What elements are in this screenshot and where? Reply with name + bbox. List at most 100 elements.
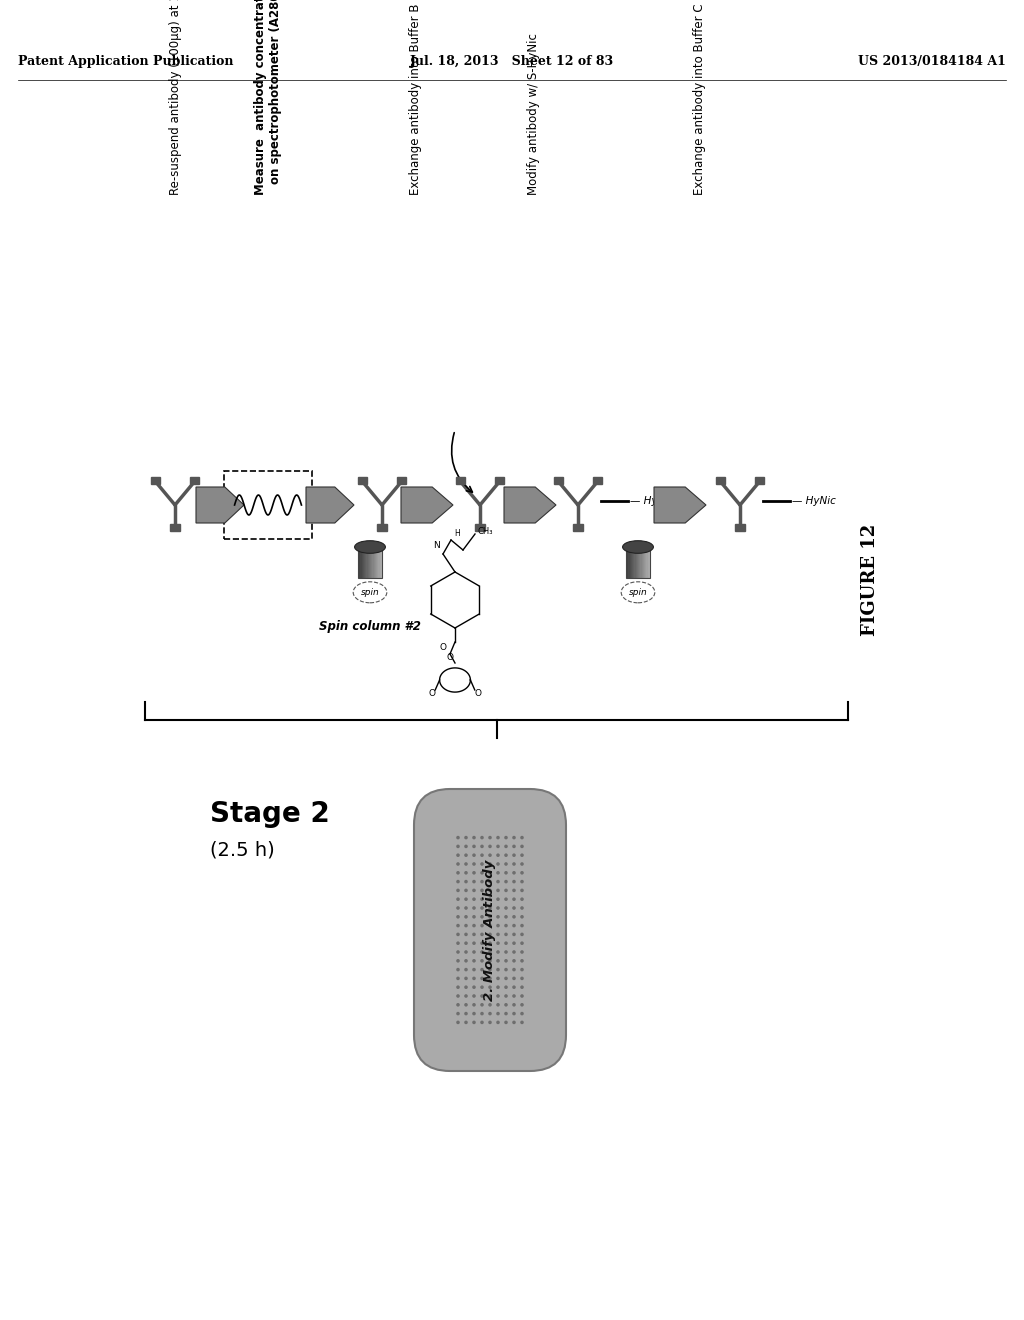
Ellipse shape [622, 582, 654, 603]
Bar [381, 546, 383, 578]
Bar [360, 546, 362, 578]
Circle shape [464, 915, 468, 919]
Circle shape [472, 960, 476, 962]
Circle shape [464, 836, 468, 840]
Circle shape [488, 862, 492, 866]
Circle shape [472, 1020, 476, 1024]
Ellipse shape [354, 541, 385, 553]
Circle shape [464, 862, 468, 866]
Circle shape [472, 907, 476, 909]
Bar [629, 546, 631, 578]
Circle shape [472, 880, 476, 883]
Bar [224, 471, 312, 539]
Circle shape [480, 880, 483, 883]
Bar [639, 546, 641, 578]
Bar [368, 546, 370, 578]
Text: CH₃: CH₃ [477, 528, 493, 536]
Circle shape [472, 968, 476, 972]
Bar [632, 546, 634, 578]
Circle shape [512, 862, 516, 866]
Circle shape [457, 836, 460, 840]
Text: FIGURE 12: FIGURE 12 [861, 524, 879, 636]
Circle shape [488, 1020, 492, 1024]
Circle shape [520, 924, 524, 928]
Circle shape [464, 977, 468, 981]
Circle shape [488, 854, 492, 857]
Circle shape [488, 1012, 492, 1015]
Circle shape [520, 845, 524, 849]
Circle shape [464, 941, 468, 945]
Circle shape [464, 1020, 468, 1024]
Circle shape [497, 950, 500, 954]
Text: Exchange antibody into Buffer C: Exchange antibody into Buffer C [693, 4, 707, 195]
Circle shape [497, 1012, 500, 1015]
Circle shape [472, 915, 476, 919]
Bar [374, 546, 376, 578]
Circle shape [512, 950, 516, 954]
Bar [475, 524, 485, 532]
Text: N: N [433, 541, 440, 550]
Circle shape [464, 907, 468, 909]
Circle shape [464, 898, 468, 902]
Circle shape [512, 1003, 516, 1007]
Circle shape [488, 950, 492, 954]
Circle shape [472, 924, 476, 928]
Circle shape [480, 862, 483, 866]
Circle shape [457, 941, 460, 945]
Circle shape [464, 924, 468, 928]
Circle shape [497, 862, 500, 866]
Circle shape [520, 836, 524, 840]
Bar [358, 546, 382, 578]
Circle shape [497, 915, 500, 919]
Circle shape [512, 854, 516, 857]
Bar [573, 524, 583, 532]
Text: Jul. 18, 2013   Sheet 12 of 83: Jul. 18, 2013 Sheet 12 of 83 [410, 55, 614, 69]
Text: Re-suspend antibody (100μg) at 1 mg/ml: Re-suspend antibody (100μg) at 1 mg/ml [169, 0, 181, 195]
Circle shape [504, 915, 508, 919]
Circle shape [480, 933, 483, 936]
Bar [735, 524, 744, 532]
Circle shape [472, 933, 476, 936]
Bar [643, 546, 645, 578]
Circle shape [480, 907, 483, 909]
Circle shape [497, 924, 500, 928]
Circle shape [457, 977, 460, 981]
Text: — HyNic: — HyNic [630, 496, 674, 506]
Circle shape [480, 888, 483, 892]
Circle shape [457, 1020, 460, 1024]
Circle shape [472, 898, 476, 902]
Circle shape [512, 924, 516, 928]
Circle shape [520, 933, 524, 936]
Circle shape [464, 871, 468, 875]
Circle shape [457, 986, 460, 989]
Circle shape [457, 1003, 460, 1007]
Circle shape [480, 977, 483, 981]
Text: Exchange antibody into Buffer B: Exchange antibody into Buffer B [409, 4, 422, 195]
Bar [151, 477, 161, 484]
Circle shape [520, 898, 524, 902]
Bar [367, 546, 369, 578]
Circle shape [488, 968, 492, 972]
Circle shape [480, 960, 483, 962]
Circle shape [457, 907, 460, 909]
Circle shape [480, 968, 483, 972]
Circle shape [464, 1003, 468, 1007]
Bar [370, 546, 372, 578]
Circle shape [520, 880, 524, 883]
Circle shape [520, 1012, 524, 1015]
Bar [626, 546, 629, 578]
Circle shape [472, 871, 476, 875]
Ellipse shape [623, 541, 653, 553]
Circle shape [497, 880, 500, 883]
Bar [593, 477, 602, 484]
Circle shape [457, 880, 460, 883]
Text: H: H [454, 529, 460, 539]
Text: O: O [446, 653, 454, 663]
Circle shape [488, 845, 492, 849]
Circle shape [512, 968, 516, 972]
Circle shape [464, 986, 468, 989]
Bar [630, 546, 632, 578]
Circle shape [480, 994, 483, 998]
Circle shape [504, 845, 508, 849]
Circle shape [504, 924, 508, 928]
